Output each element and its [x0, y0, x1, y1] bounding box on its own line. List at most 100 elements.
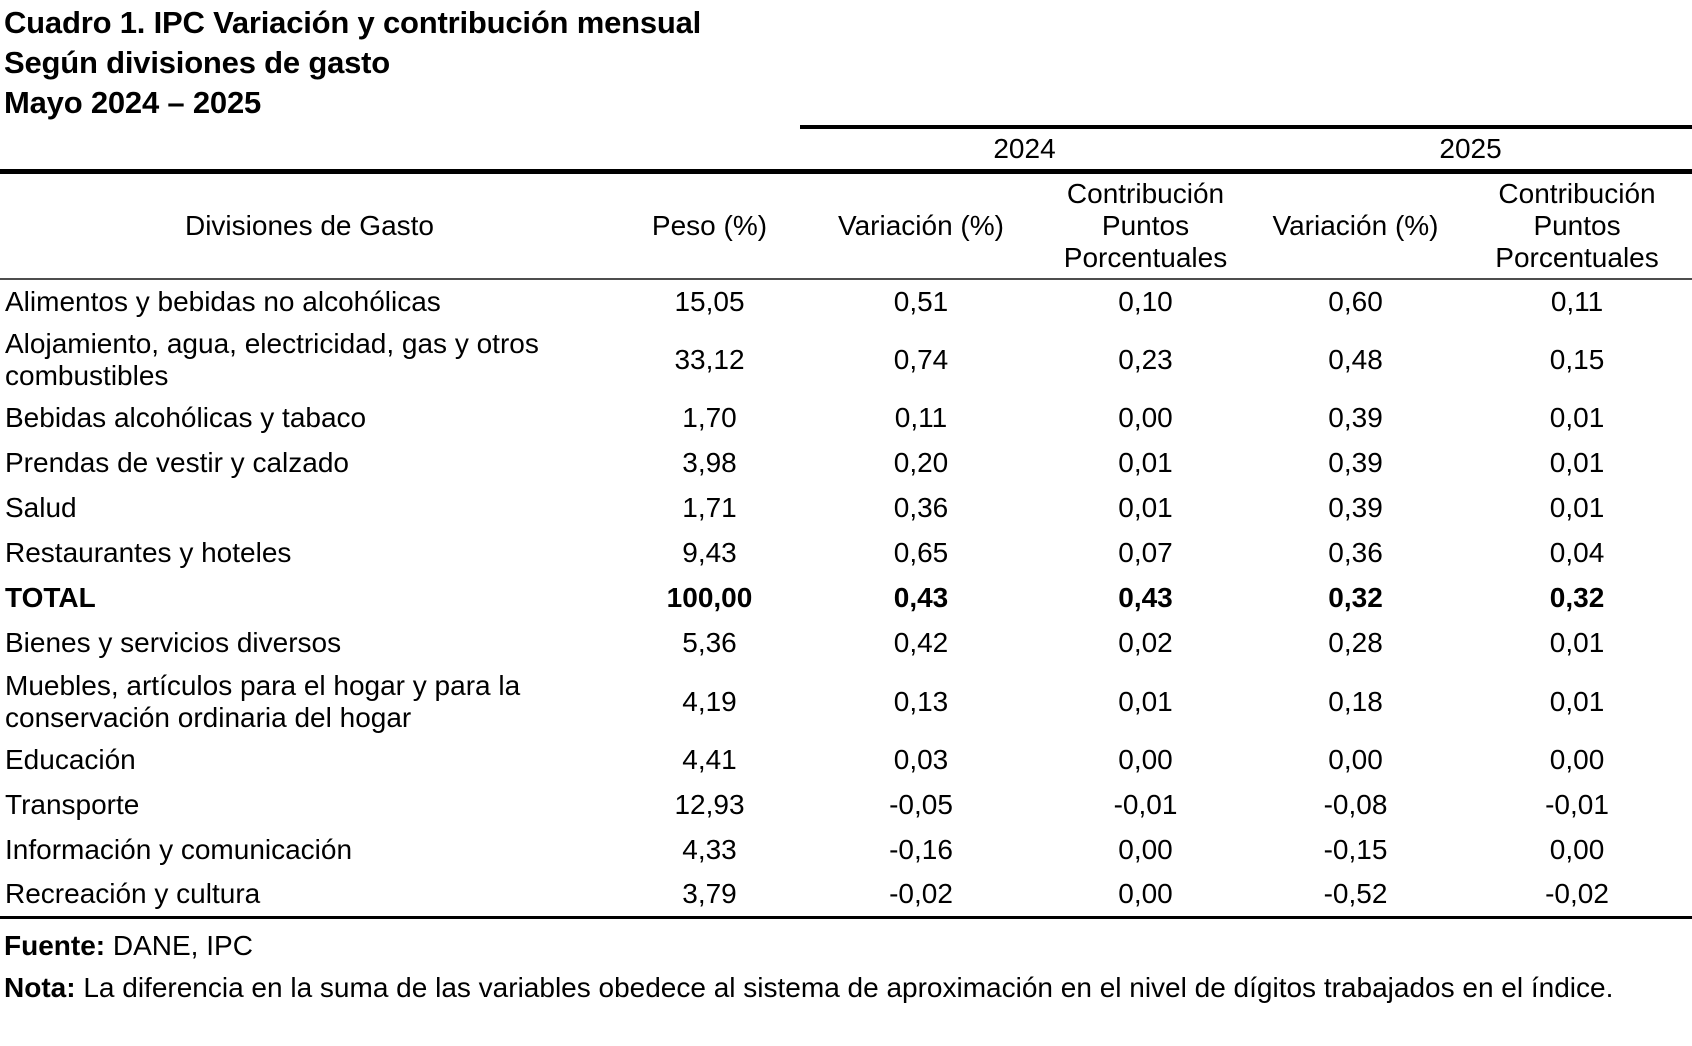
value-cell: 0,18	[1328, 685, 1383, 717]
division-cell: Recreación y cultura	[0, 872, 619, 919]
division-cell: Restaurantes y hoteles	[5, 537, 292, 568]
value-cell: 0,48	[1328, 343, 1383, 375]
note-line: Nota: La diferencia en la suma de las va…	[4, 966, 1692, 1010]
table-row: Transporte 12,93 -0,05 -0,01 -0,08 -0,01	[0, 783, 1692, 828]
page-title: Cuadro 1. IPC Variación y contribución m…	[4, 5, 702, 40]
value-cell: 3,98	[682, 447, 737, 478]
value-cell: 15,05	[674, 285, 745, 317]
value-cell: 0,28	[1328, 627, 1383, 658]
value-cell: 0,39	[1328, 492, 1383, 523]
value-cell: -0,08	[1323, 789, 1388, 820]
table-row: Muebles, artículos para el hogar y para …	[0, 666, 1692, 738]
value-cell: 0,01	[1549, 627, 1605, 658]
value-cell: 0,00	[1118, 744, 1173, 775]
division-cell: Bebidas alcohólicas y tabaco	[5, 402, 367, 433]
table-row: Información y comunicación 4,33 -0,16 0,00 -…	[0, 828, 1692, 873]
column-header-contribucion-2024: Contribución Puntos Porcentuales	[1042, 168, 1250, 280]
value-cell: 0,11	[894, 402, 948, 433]
value-cell: -0,05	[889, 789, 953, 820]
value-cell: 4,33	[682, 834, 737, 865]
column-header-peso: Peso (%)	[619, 168, 800, 280]
value-cell: 0,32	[1549, 582, 1605, 613]
value-cell: 0,65	[893, 537, 949, 568]
ipc-table: 2024 2025 Divisiones de Gasto Peso (%) V…	[0, 125, 1692, 919]
value-cell: 3,79	[619, 872, 800, 919]
table-row: Bienes y servicios diversos 5,36 0,42 0,02 0…	[0, 621, 1692, 666]
value-cell: 0,03	[893, 744, 949, 775]
value-cell: 0,39	[1328, 402, 1383, 433]
value-cell: 0,00	[1118, 402, 1173, 433]
source-line: Fuente: DANE, IPC	[4, 926, 1690, 966]
value-cell: 0,11	[1550, 285, 1604, 317]
value-cell: -0,02	[1462, 872, 1692, 919]
source-label: Fuente:	[4, 930, 106, 961]
value-cell: -0,15	[1323, 834, 1388, 865]
value-cell: 0,02	[1118, 627, 1173, 658]
column-header-variacion-2024: Variación (%)	[800, 168, 1042, 280]
value-cell: 0,00	[1118, 834, 1173, 865]
value-cell: 0,43	[1118, 582, 1173, 613]
division-cell: Alimentos y bebidas no alcohólicas	[5, 285, 441, 317]
value-cell: -0,01	[1545, 789, 1609, 820]
value-cell: 0,15	[1549, 343, 1605, 375]
value-cell: 1,71	[682, 492, 737, 523]
value-cell: 0,01	[1549, 492, 1605, 523]
source-text: DANE, IPC	[105, 930, 253, 961]
value-cell: 0,01	[1549, 685, 1605, 717]
division-cell: Prendas de vestir y calzado	[5, 447, 349, 478]
value-cell: -0,01	[1113, 789, 1178, 820]
value-cell: 0,13	[893, 685, 949, 717]
value-cell: 0,20	[893, 447, 949, 478]
value-cell: 4,19	[682, 685, 737, 717]
division-cell: Transporte	[5, 789, 140, 820]
value-cell: 0,36	[1328, 537, 1383, 568]
table-row: Bebidas alcohólicas y tabaco 1,70 0,11 0,00…	[0, 396, 1692, 441]
column-header-contribucion-2025: Contribución Puntos Porcentuales	[1462, 168, 1692, 280]
table-row: Prendas de vestir y calzado 3,98 0,20 0,01 0…	[0, 441, 1692, 486]
value-cell: -0,16	[889, 834, 953, 865]
table-row: Educación 4,41 0,03 0,00 0,00 0,00	[0, 738, 1692, 783]
value-cell: 0,01	[1118, 685, 1173, 717]
note-text: La diferencia en la suma de las variable…	[75, 972, 1614, 1003]
title-block: Cuadro 1. IPC Variación y contribución m…	[0, 0, 1692, 123]
value-cell: 100,00	[666, 582, 753, 613]
division-cell: Bienes y servicios diversos	[5, 627, 342, 658]
year-header-row: 2024 2025	[0, 125, 1692, 171]
header-spacer	[0, 127, 800, 171]
table-row: Alojamiento, agua, electricidad, gas y o…	[0, 324, 1692, 396]
column-header-variacion-2025: Variación (%)	[1249, 168, 1463, 280]
value-cell: 0,23	[1118, 343, 1173, 375]
table-footer: Fuente: DANE, IPC Nota: La diferencia en…	[0, 919, 1692, 1010]
value-cell: 0,04	[1549, 537, 1605, 568]
value-cell: 0,01	[1118, 447, 1173, 478]
value-cell: 4,41	[682, 744, 737, 775]
value-cell: 0,32	[1328, 582, 1383, 613]
table-body: Alimentos y bebidas no alcohólicas 15,05 0…	[0, 279, 1692, 919]
division-cell: Información y comunicación	[5, 834, 353, 865]
value-cell: 0,01	[1549, 402, 1605, 433]
value-cell: 0,01	[1118, 492, 1173, 523]
table-row: TOTAL 100,00 0,43 0,43 0,32 0,32	[0, 576, 1692, 621]
division-cell: Muebles, artículos para el hogar y para …	[5, 669, 521, 733]
value-cell: 33,12	[674, 343, 745, 375]
value-cell: 0,60	[1328, 285, 1383, 317]
value-cell: 0,74	[893, 343, 949, 375]
value-cell: 5,36	[682, 627, 737, 658]
value-cell: 0,51	[893, 285, 949, 317]
value-cell: 9,43	[682, 537, 737, 568]
page-subtitle: Según divisiones de gasto	[4, 45, 391, 80]
value-cell: 1,70	[682, 402, 737, 433]
value-cell: -0,52	[1249, 872, 1463, 919]
value-cell: 0,01	[1549, 447, 1605, 478]
table-row: Restaurantes y hoteles 9,43 0,65 0,07 0,36 0,…	[0, 531, 1692, 576]
value-cell: 0,36	[893, 492, 949, 523]
value-cell: 0,00	[1549, 834, 1605, 865]
value-cell: 0,42	[893, 627, 949, 658]
value-cell: 0,00	[1328, 744, 1383, 775]
table-header: 2024 2025 Divisiones de Gasto Peso (%) V…	[0, 125, 1692, 280]
value-cell: 0,00	[1549, 744, 1605, 775]
table-row: Alimentos y bebidas no alcohólicas 15,05 0…	[0, 279, 1692, 324]
page-period: Mayo 2024 – 2025	[4, 85, 262, 120]
value-cell: 0,10	[1118, 285, 1173, 317]
